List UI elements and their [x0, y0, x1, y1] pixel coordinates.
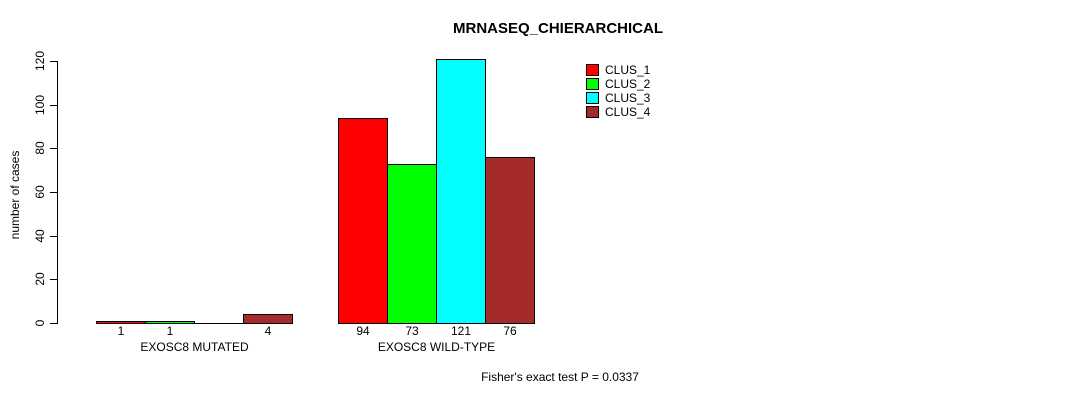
- bar-clus_4: [485, 157, 535, 324]
- bar-value-label: 121: [450, 324, 472, 338]
- legend-swatch-icon: [586, 92, 599, 104]
- y-axis-tick: [50, 236, 57, 237]
- bar-clus_2: [145, 321, 195, 324]
- bar-clus_3: [436, 59, 486, 324]
- legend-item: CLUS_4: [586, 105, 650, 119]
- group-label: EXOSC8 MUTATED: [140, 340, 249, 354]
- legend-item: CLUS_2: [586, 77, 650, 91]
- y-axis-tick-label: 0: [33, 319, 47, 327]
- y-axis-line: [57, 61, 58, 324]
- y-axis-tick-label: 40: [33, 229, 47, 243]
- legend-label: CLUS_4: [605, 105, 651, 119]
- legend-swatch-icon: [586, 64, 599, 76]
- bar-clus_4: [243, 314, 293, 324]
- y-axis-tick-label: 100: [33, 94, 47, 116]
- legend-label: CLUS_1: [605, 63, 651, 77]
- legend-swatch-icon: [586, 78, 599, 90]
- bar-value-label: 76: [503, 324, 517, 338]
- legend-item: CLUS_3: [586, 91, 650, 105]
- y-axis-tick-label: 20: [33, 272, 47, 286]
- bar-value-label: 73: [405, 324, 419, 338]
- chart-title: MRNASEQ_CHIERARCHICAL: [452, 20, 664, 37]
- legend-label: CLUS_3: [605, 91, 651, 105]
- legend-item: CLUS_1: [586, 63, 650, 77]
- y-axis-tick-label: 80: [33, 141, 47, 155]
- y-axis-tick: [50, 192, 57, 193]
- legend: CLUS_1 CLUS_2 CLUS_3 CLUS_4: [586, 63, 650, 119]
- y-axis-tick: [50, 105, 57, 106]
- bar-value-label: 1: [117, 324, 125, 338]
- bar-clus_2: [387, 164, 437, 324]
- y-axis-tick-label: 120: [33, 50, 47, 72]
- y-axis-tick: [50, 323, 57, 324]
- footnote: Fisher's exact test P = 0.0337: [481, 370, 639, 384]
- legend-swatch-icon: [586, 106, 599, 118]
- y-axis-tick: [50, 148, 57, 149]
- bar-value-label: 1: [166, 324, 174, 338]
- bar-clus_1: [338, 118, 388, 324]
- legend-label: CLUS_2: [605, 77, 651, 91]
- bar-value-label: 4: [264, 324, 272, 338]
- y-axis-tick-label: 60: [33, 185, 47, 199]
- y-axis-tick: [50, 279, 57, 280]
- group-label: EXOSC8 WILD-TYPE: [377, 340, 496, 354]
- bar-value-label: 94: [356, 324, 370, 338]
- y-axis-tick: [50, 61, 57, 62]
